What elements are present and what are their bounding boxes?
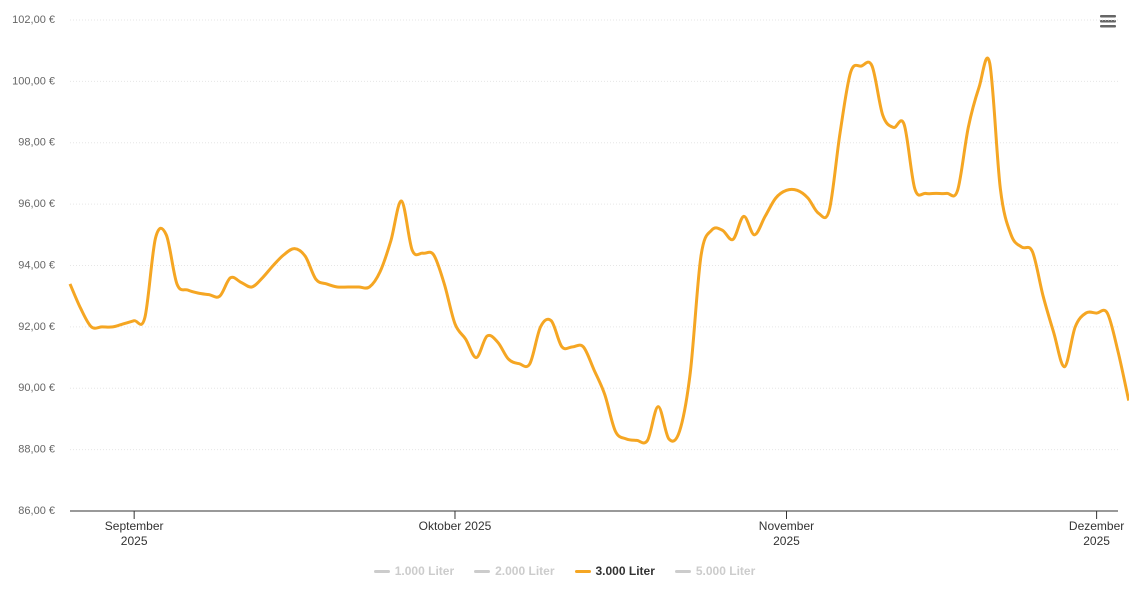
legend-item[interactable]: 5.000 Liter <box>674 564 756 578</box>
legend-symbol <box>674 569 691 573</box>
legend-label: 3.000 Liter <box>595 564 655 578</box>
x-tick-label: Oktober 2025 <box>418 519 492 533</box>
y-tick-label: 98,00 € <box>18 137 55 149</box>
legend-symbol <box>474 569 491 573</box>
legend-item[interactable]: 1.000 Liter <box>373 564 455 578</box>
menu-icon-bar <box>1100 15 1116 18</box>
y-tick-label: 102,00 € <box>12 14 55 26</box>
y-tick-label: 96,00 € <box>18 198 55 210</box>
y-tick-label: 94,00 € <box>18 259 55 271</box>
menu-button[interactable] <box>1100 15 1116 28</box>
legend-item[interactable]: 2.000 Liter <box>474 564 555 578</box>
menu-icon-bar <box>1100 20 1116 23</box>
menu-icon-bar <box>1100 25 1116 28</box>
line-series <box>68 56 1129 445</box>
y-tick-label: 90,00 € <box>18 382 55 394</box>
legend-symbol <box>373 569 390 573</box>
legend-label: 5.000 Liter <box>695 564 756 578</box>
legend-label: 2.000 Liter <box>495 564 555 578</box>
y-tick-label: 86,00 € <box>18 505 55 517</box>
legend-label: 1.000 Liter <box>394 564 455 578</box>
legend-item[interactable]: 3.000 Liter <box>574 564 655 578</box>
y-tick-label: 92,00 € <box>18 321 55 333</box>
x-tick-label: November 2025 <box>758 519 815 548</box>
y-tick-label: 88,00 € <box>18 444 55 456</box>
y-tick-label: 100,00 € <box>12 75 55 87</box>
legend-symbol <box>574 569 591 573</box>
x-tick-label: Dezember 2025 <box>1068 519 1125 548</box>
legend: 1.000 Liter 2.000 Liter 3.000 Liter 5.000 L… <box>0 564 1129 578</box>
x-tick-label: September 2025 <box>104 519 164 548</box>
